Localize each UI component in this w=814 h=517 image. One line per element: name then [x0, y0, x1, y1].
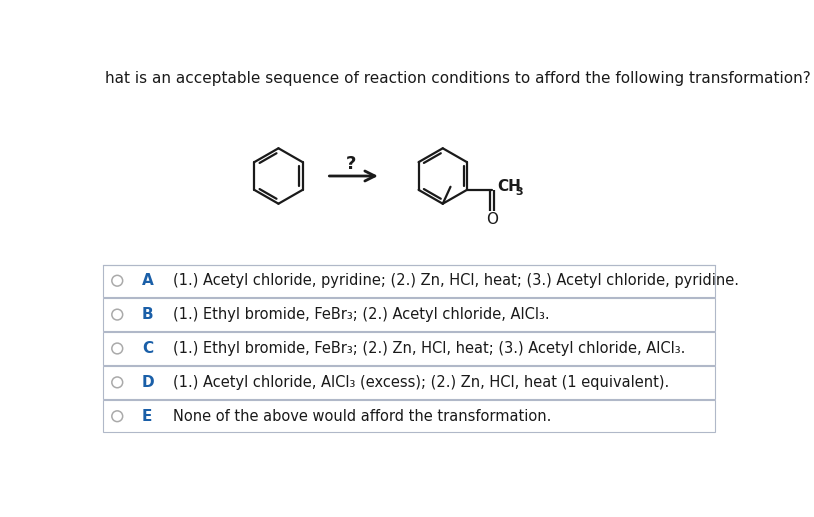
Text: E: E — [142, 409, 152, 424]
FancyBboxPatch shape — [103, 332, 715, 364]
Text: B: B — [142, 307, 154, 322]
FancyBboxPatch shape — [103, 366, 715, 399]
FancyBboxPatch shape — [103, 298, 715, 331]
FancyBboxPatch shape — [103, 400, 715, 432]
Text: (1.) Ethyl bromide, FeBr₃; (2.) Zn, HCl, heat; (3.) Acetyl chloride, AlCl₃.: (1.) Ethyl bromide, FeBr₃; (2.) Zn, HCl,… — [173, 341, 685, 356]
Text: (1.) Ethyl bromide, FeBr₃; (2.) Acetyl chloride, AlCl₃.: (1.) Ethyl bromide, FeBr₃; (2.) Acetyl c… — [173, 307, 549, 322]
Text: ?: ? — [346, 155, 357, 173]
Text: A: A — [142, 273, 154, 288]
Text: D: D — [142, 375, 155, 390]
FancyBboxPatch shape — [103, 265, 715, 297]
Text: None of the above would afford the transformation.: None of the above would afford the trans… — [173, 409, 551, 424]
Text: CH: CH — [497, 179, 521, 194]
Text: O: O — [486, 212, 497, 227]
Text: hat is an acceptable sequence of reaction conditions to afford the following tra: hat is an acceptable sequence of reactio… — [105, 71, 811, 86]
Text: (1.) Acetyl chloride, AlCl₃ (excess); (2.) Zn, HCl, heat (1 equivalent).: (1.) Acetyl chloride, AlCl₃ (excess); (2… — [173, 375, 669, 390]
Text: 3: 3 — [516, 187, 523, 197]
Text: C: C — [142, 341, 153, 356]
Text: (1.) Acetyl chloride, pyridine; (2.) Zn, HCl, heat; (3.) Acetyl chloride, pyridi: (1.) Acetyl chloride, pyridine; (2.) Zn,… — [173, 273, 739, 288]
